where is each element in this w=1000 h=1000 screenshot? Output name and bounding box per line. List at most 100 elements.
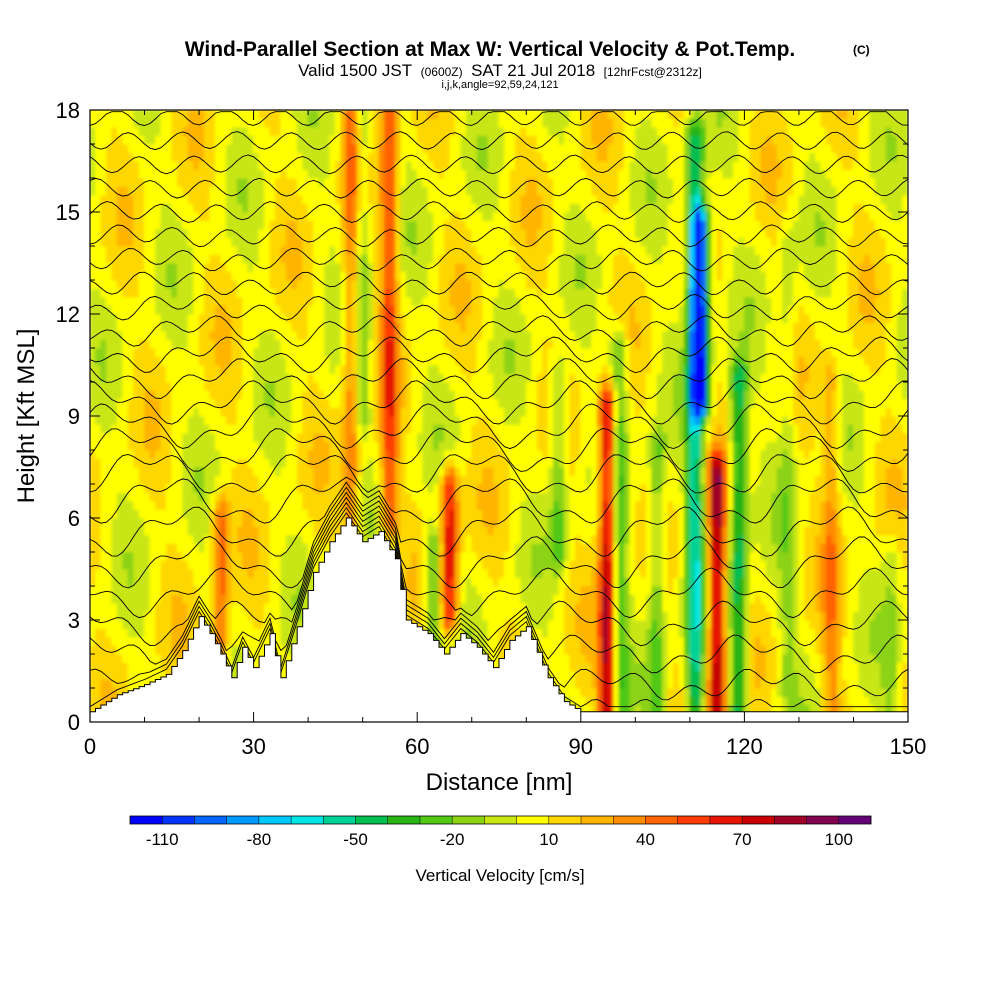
- velocity-cell: [684, 645, 691, 655]
- velocity-cell: [733, 670, 745, 680]
- velocity-cell: [422, 177, 467, 187]
- velocity-cell: [454, 126, 467, 136]
- velocity-cell: [384, 118, 396, 128]
- velocity-cell: [689, 135, 702, 145]
- velocity-cell: [820, 662, 827, 672]
- velocity-cell: [624, 143, 636, 153]
- velocity-cell: [351, 339, 358, 349]
- velocity-cell: [149, 551, 167, 561]
- velocity-cell: [858, 305, 876, 315]
- velocity-cell: [858, 585, 887, 595]
- velocity-cell: [416, 551, 424, 561]
- velocity-cell: [749, 636, 756, 646]
- velocity-cell: [825, 636, 838, 646]
- velocity-cell: [760, 449, 783, 459]
- velocity-cell: [400, 526, 424, 536]
- velocity-cell: [411, 364, 429, 374]
- velocity-cell: [711, 296, 729, 306]
- velocity-cell: [651, 458, 663, 468]
- velocity-cell: [727, 475, 734, 485]
- velocity-cell: [465, 594, 484, 604]
- velocity-cell: [564, 305, 598, 315]
- velocity-cell: [705, 458, 713, 468]
- velocity-cell: [405, 237, 418, 247]
- velocity-cell: [602, 687, 609, 697]
- velocity-cell: [90, 203, 102, 213]
- velocity-cell: [411, 424, 424, 434]
- velocity-cell: [122, 390, 135, 400]
- velocity-cell: [133, 577, 151, 587]
- velocity-cell: [809, 619, 822, 629]
- velocity-cell: [705, 543, 713, 553]
- velocity-cell: [504, 568, 516, 578]
- velocity-cell: [427, 594, 440, 604]
- velocity-cell: [607, 500, 614, 510]
- velocity-cell: [754, 211, 783, 221]
- velocity-cell: [684, 322, 691, 332]
- velocity-cell: [825, 551, 838, 561]
- velocity-cell: [678, 526, 685, 536]
- velocity-cell: [90, 237, 102, 247]
- velocity-cell: [362, 160, 369, 170]
- velocity-cell: [504, 135, 516, 145]
- velocity-cell: [362, 254, 369, 264]
- velocity-cell: [438, 271, 456, 281]
- velocity-cell: [744, 543, 751, 553]
- velocity-cell: [896, 313, 908, 323]
- velocity-cell: [711, 432, 729, 442]
- velocity-cell: [891, 585, 898, 595]
- velocity-cell: [90, 305, 113, 315]
- velocity-cell: [296, 483, 314, 493]
- velocity-cell: [275, 288, 314, 298]
- velocity-cell: [694, 228, 702, 238]
- velocity-cell: [340, 356, 347, 366]
- velocity-cell: [116, 194, 135, 204]
- velocity-cell: [90, 135, 96, 145]
- velocity-cell: [400, 330, 407, 340]
- velocity-cell: [367, 135, 374, 145]
- velocity-cell: [351, 194, 358, 204]
- velocity-cell: [225, 220, 265, 230]
- velocity-cell: [345, 160, 358, 170]
- velocity-cell: [160, 407, 173, 417]
- velocity-cell: [705, 415, 713, 425]
- velocity-cell: [700, 245, 707, 255]
- velocity-cell: [662, 585, 669, 595]
- velocity-cell: [476, 483, 500, 493]
- velocity-cell: [722, 670, 729, 680]
- velocity-cell: [733, 466, 740, 476]
- velocity-cell: [880, 228, 908, 238]
- velocity-cell: [558, 135, 565, 145]
- velocity-cell: [722, 619, 729, 629]
- velocity-cell: [378, 220, 385, 230]
- velocity-cell: [727, 645, 734, 655]
- velocity-cell: [722, 441, 729, 451]
- velocity-cell: [187, 330, 200, 340]
- x-tick-label: 120: [726, 734, 763, 759]
- velocity-cell: [531, 356, 544, 366]
- velocity-cell: [356, 526, 364, 536]
- velocity-cell: [149, 339, 173, 349]
- velocity-cell: [733, 262, 762, 272]
- velocity-cell: [902, 381, 908, 391]
- velocity-cell: [618, 390, 625, 400]
- velocity-cell: [613, 271, 642, 281]
- velocity-cell: [607, 509, 614, 519]
- vertical-velocity-field: [90, 110, 908, 722]
- velocity-cell: [90, 296, 107, 306]
- velocity-cell: [454, 466, 462, 476]
- velocity-cell: [825, 220, 838, 230]
- velocity-cell: [629, 670, 653, 680]
- velocity-cell: [460, 628, 467, 638]
- velocity-cell: [902, 636, 908, 646]
- velocity-cell: [782, 313, 789, 323]
- velocity-cell: [902, 679, 908, 689]
- velocity-cell: [362, 203, 374, 213]
- velocity-cell: [487, 160, 505, 170]
- velocity-cell: [247, 458, 271, 468]
- velocity-cell: [356, 441, 364, 451]
- velocity-cell: [553, 228, 565, 238]
- velocity-cell: [825, 662, 838, 672]
- velocity-cell: [694, 313, 702, 323]
- velocity-cell: [645, 483, 653, 493]
